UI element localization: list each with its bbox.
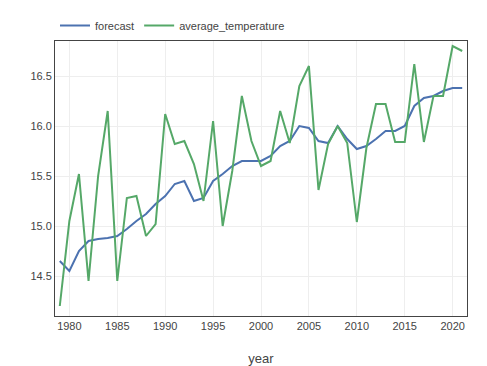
svg-text:2015: 2015 <box>392 320 416 332</box>
svg-text:2005: 2005 <box>297 320 321 332</box>
svg-text:2000: 2000 <box>249 320 273 332</box>
svg-text:2010: 2010 <box>345 320 369 332</box>
svg-text:15.5: 15.5 <box>30 170 51 182</box>
svg-text:16.5: 16.5 <box>30 70 51 82</box>
svg-text:14.5: 14.5 <box>30 270 51 282</box>
svg-text:1980: 1980 <box>57 320 81 332</box>
svg-text:16.0: 16.0 <box>30 120 51 132</box>
svg-text:1990: 1990 <box>153 320 177 332</box>
svg-text:forecast: forecast <box>95 20 134 32</box>
svg-text:2020: 2020 <box>440 320 464 332</box>
svg-text:15.0: 15.0 <box>30 220 51 232</box>
svg-text:1995: 1995 <box>201 320 225 332</box>
svg-text:1985: 1985 <box>105 320 129 332</box>
svg-text:average_temperature: average_temperature <box>179 20 284 32</box>
svg-text:year: year <box>248 351 274 366</box>
